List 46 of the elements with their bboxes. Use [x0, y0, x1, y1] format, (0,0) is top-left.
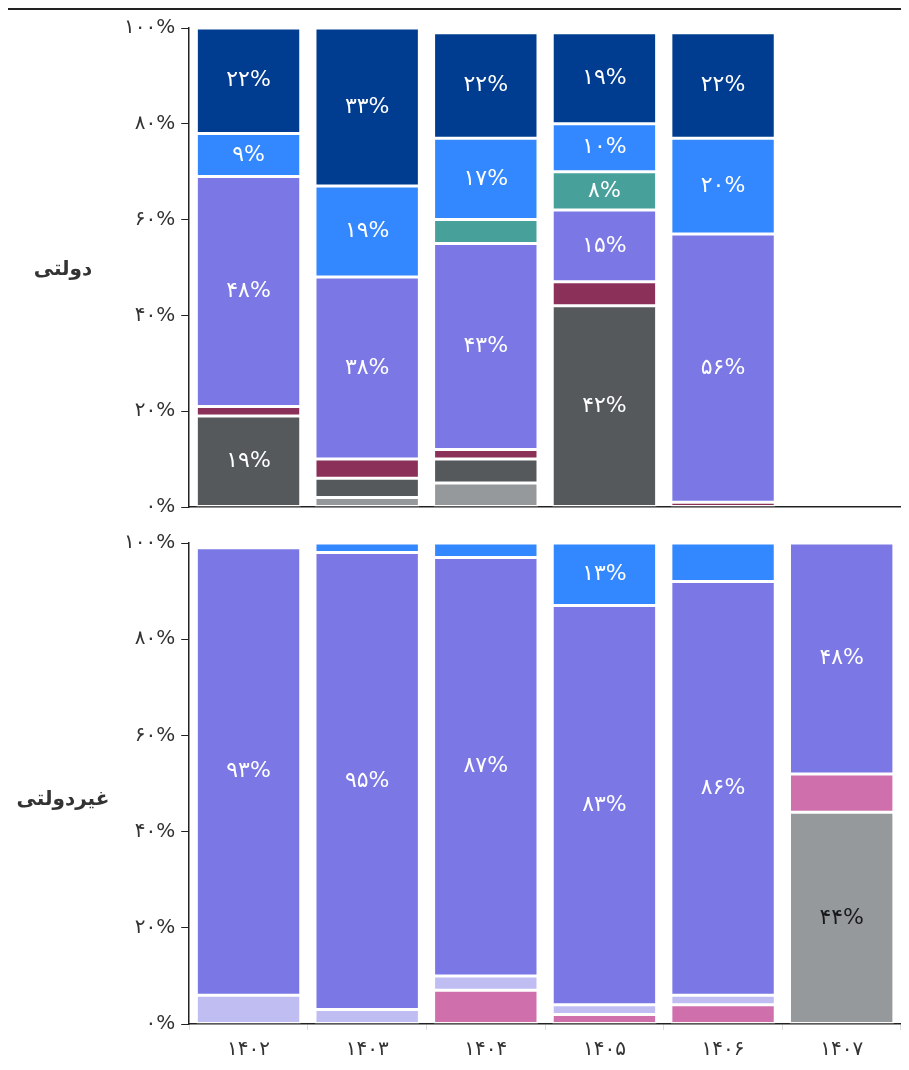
x-tick-label: ۱۴۰۴	[464, 1036, 508, 1061]
data-label: ۲۲%	[700, 71, 746, 97]
data-label: ۱۹%	[344, 217, 390, 243]
data-label: ۲۲%	[463, 71, 509, 97]
y-tick-label: ۰%	[145, 493, 176, 518]
data-label: ۱۹%	[582, 64, 627, 90]
data-label: ۱۹%	[226, 446, 271, 472]
y-tick-label: ۶۰%	[134, 721, 176, 746]
y-axis-title: دولتی	[32, 255, 94, 280]
data-label: ۱۵%	[582, 231, 627, 257]
y-tick-label: ۸۰%	[134, 625, 176, 650]
y-tick-label: ۴۰%	[134, 817, 176, 842]
x-tick-label: ۱۴۰۶	[701, 1036, 745, 1061]
data-label: ۸۷%	[463, 752, 509, 778]
y-tick-label: ۱۰۰%	[124, 529, 176, 554]
data-label: ۴۳%	[463, 332, 509, 358]
data-label: ۱۳%	[582, 559, 627, 585]
x-tick-label: ۱۴۰۵	[582, 1036, 626, 1061]
y-tick-label: ۲۰%	[134, 914, 176, 938]
data-label: ۳۸%	[344, 353, 390, 379]
data-label: ۲۰%	[700, 171, 746, 197]
x-tick-label: ۱۴۰۷	[820, 1036, 864, 1061]
data-label: ۱۰%	[582, 133, 627, 159]
x-tick-label: ۱۴۰۲	[227, 1036, 271, 1061]
data-label: ۴۸%	[226, 277, 271, 303]
y-tick-label: ۱۰۰%	[124, 14, 176, 39]
y-axis-title: غیردولتی	[15, 785, 111, 810]
data-label: ۹۵%	[344, 766, 390, 792]
x-tick-label: ۱۴۰۳	[345, 1036, 389, 1061]
data-label: ۳۳%	[344, 92, 390, 118]
y-tick-label: ۸۰%	[134, 110, 176, 134]
y-tick-label: ۲۰%	[134, 397, 176, 422]
data-label: ۵۶%	[700, 353, 746, 379]
data-label: ۴۲%	[582, 391, 627, 417]
data-label: ۸%	[588, 176, 621, 202]
data-label: ۹۳%	[226, 757, 271, 783]
data-label: ۹%	[232, 140, 265, 166]
y-tick-label: ۰%	[145, 1010, 176, 1035]
data-label: ۱۷%	[463, 164, 509, 190]
y-tick-label: ۶۰%	[134, 205, 176, 230]
data-label: ۸۶%	[700, 774, 746, 800]
data-label: ۴۴%	[819, 903, 864, 929]
data-label: ۴۸%	[819, 644, 864, 670]
y-tick-label: ۴۰%	[134, 301, 176, 326]
data-label: ۸۳%	[582, 790, 627, 816]
data-label: ۲۲%	[226, 66, 271, 92]
